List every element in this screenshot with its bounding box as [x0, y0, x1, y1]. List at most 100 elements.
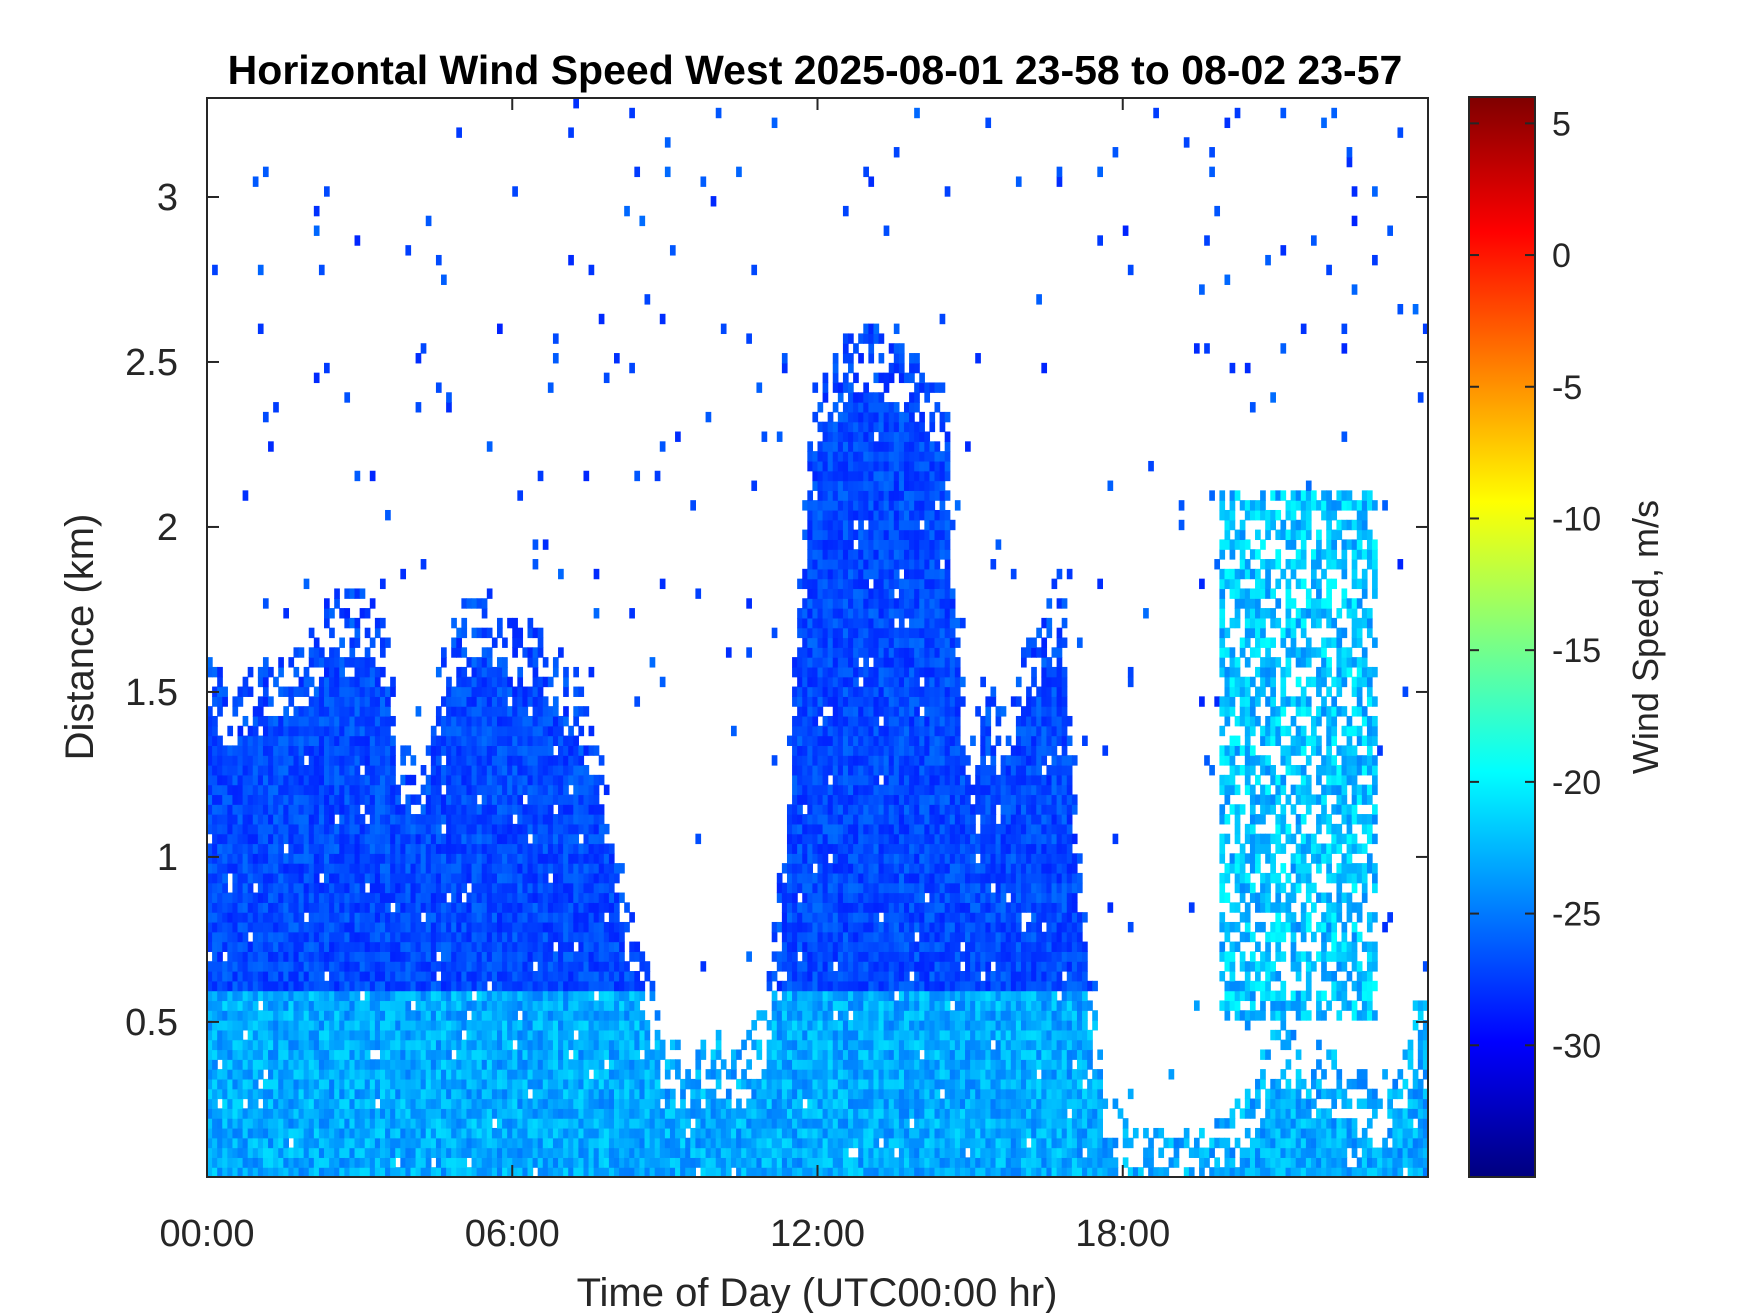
- heatmap-cell: [766, 1069, 773, 1080]
- heatmap-cell: [659, 1147, 666, 1158]
- heatmap-cell: [354, 853, 361, 864]
- heatmap-cell: [293, 794, 300, 805]
- heatmap-cell: [456, 814, 462, 825]
- heatmap-cell: [776, 1137, 783, 1149]
- heatmap-cell: [629, 990, 635, 1002]
- heatmap-cell: [598, 804, 605, 815]
- heatmap-cell: [614, 1049, 620, 1060]
- heatmap-cell: [415, 706, 422, 717]
- heatmap-cell: [217, 823, 223, 835]
- heatmap-cell: [303, 902, 310, 913]
- heatmap-cell: [700, 1127, 707, 1139]
- heatmap-cell: [293, 990, 300, 1002]
- heatmap-cell: [552, 1137, 559, 1149]
- heatmap-cell: [598, 912, 605, 923]
- heatmap-cell: [802, 608, 808, 619]
- heatmap-cell: [512, 686, 518, 697]
- heatmap-cell: [573, 1098, 579, 1109]
- heatmap-cell: [786, 863, 793, 874]
- heatmap-cell: [741, 1147, 747, 1158]
- heatmap-cell: [496, 696, 503, 707]
- heatmap-cell: [405, 843, 412, 854]
- heatmap-cell: [446, 921, 452, 933]
- heatmap-cell: [792, 1039, 798, 1051]
- heatmap-cell: [781, 912, 788, 923]
- heatmap-cell: [283, 1137, 289, 1149]
- heatmap-cell: [405, 1118, 412, 1129]
- heatmap-cell: [252, 990, 259, 1002]
- heatmap-cell: [232, 1000, 239, 1011]
- heatmap-cell: [476, 902, 483, 913]
- heatmap-cell: [502, 833, 508, 845]
- heatmap-cell: [283, 1020, 289, 1031]
- heatmap-cell: [430, 921, 437, 933]
- heatmap-cell: [303, 1020, 310, 1031]
- heatmap-cell: [598, 853, 605, 864]
- heatmap-cell: [451, 814, 457, 825]
- heatmap-cell: [593, 814, 600, 825]
- heatmap-cell: [430, 784, 437, 796]
- heatmap-cell: [532, 823, 539, 835]
- heatmap-cell: [578, 774, 585, 786]
- heatmap-cell: [593, 1010, 600, 1021]
- heatmap-cell: [379, 725, 386, 737]
- heatmap-cell: [400, 980, 407, 992]
- heatmap-cell: [792, 863, 798, 874]
- heatmap-cell: [496, 1157, 503, 1168]
- heatmap-cell: [578, 814, 585, 825]
- heatmap-cell: [441, 774, 447, 786]
- heatmap-cell: [298, 882, 305, 894]
- heatmap-cell: [471, 1020, 478, 1031]
- heatmap-cell: [339, 921, 345, 933]
- heatmap-cell: [252, 1127, 259, 1139]
- heatmap-cell: [451, 1147, 457, 1158]
- heatmap-cell: [792, 921, 798, 933]
- heatmap-cell: [776, 872, 783, 884]
- heatmap-cell: [374, 1157, 381, 1168]
- heatmap-cell: [390, 1137, 396, 1149]
- heatmap-cell: [446, 1167, 452, 1177]
- heatmap-cell: [318, 902, 325, 913]
- heatmap-cell: [415, 961, 422, 972]
- heatmap-cell: [435, 1118, 442, 1129]
- heatmap-cell: [593, 1127, 600, 1139]
- heatmap-cell: [486, 961, 493, 972]
- heatmap-cell: [634, 1127, 641, 1139]
- heatmap-cell: [802, 1127, 808, 1139]
- heatmap-cell: [522, 804, 529, 815]
- heatmap-cell: [776, 1157, 783, 1168]
- heatmap-cell: [593, 1059, 600, 1070]
- heatmap-cell: [547, 1118, 554, 1129]
- heatmap-cell: [502, 715, 508, 727]
- heatmap-cell: [578, 1127, 585, 1139]
- heatmap-cell: [471, 951, 478, 962]
- heatmap-cell: [639, 1069, 646, 1080]
- heatmap-cell: [400, 1059, 407, 1070]
- heatmap-cell: [385, 686, 391, 697]
- heatmap-cell: [792, 823, 798, 835]
- heatmap-cell: [451, 696, 457, 707]
- heatmap-cell: [247, 1078, 254, 1090]
- heatmap-cell: [461, 1010, 468, 1021]
- heatmap-cell: [344, 980, 351, 992]
- heatmap-cell: [792, 1059, 798, 1070]
- heatmap-cell: [817, 961, 824, 972]
- heatmap-cell: [222, 765, 228, 776]
- heatmap-cell: [369, 1069, 376, 1080]
- heatmap-cell: [812, 804, 819, 815]
- heatmap-cell: [573, 804, 579, 815]
- heatmap-cell: [568, 1069, 574, 1080]
- heatmap-cell: [390, 1098, 396, 1109]
- heatmap-cell: [476, 882, 483, 894]
- heatmap-cell: [619, 892, 625, 903]
- heatmap-cell: [537, 853, 544, 864]
- heatmap-cell: [344, 1069, 351, 1080]
- heatmap-cell: [288, 833, 295, 845]
- heatmap-cell: [329, 735, 335, 746]
- heatmap-cell: [588, 941, 595, 952]
- heatmap-cell: [217, 1020, 223, 1031]
- heatmap-cell: [547, 1167, 554, 1177]
- heatmap-cell: [435, 774, 442, 786]
- heatmap-cell: [461, 1039, 468, 1051]
- heatmap-cell: [731, 1049, 737, 1060]
